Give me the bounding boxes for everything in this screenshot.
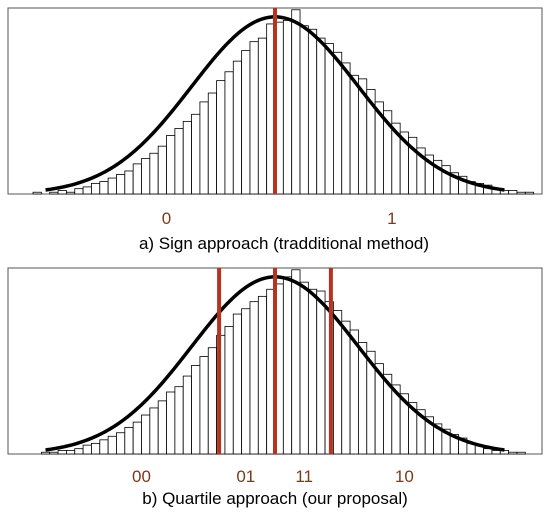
histogram-bar	[157, 400, 167, 455]
histogram-bar	[57, 190, 67, 195]
histogram-bar	[524, 191, 535, 195]
histogram-bar	[74, 188, 84, 195]
region-label: 10	[395, 467, 414, 486]
histogram-bar	[207, 92, 217, 195]
histogram-bar	[132, 163, 142, 195]
histogram-bars	[32, 9, 535, 195]
histogram-bar	[299, 25, 309, 195]
histogram-bar	[141, 414, 151, 455]
histogram-bar	[124, 170, 134, 195]
histogram-bar	[174, 386, 184, 455]
histogram-bar	[182, 375, 192, 455]
histogram-bar	[349, 74, 359, 195]
histogram-bar	[249, 41, 259, 195]
histogram-bar	[82, 186, 92, 195]
region-label: 1	[387, 209, 396, 228]
histogram-bar	[191, 365, 201, 455]
region-label: 0	[162, 209, 171, 228]
caption: b) Quartile approach (our proposal)	[142, 489, 408, 508]
histogram-bar	[207, 347, 217, 455]
histogram-bar	[216, 80, 226, 195]
histogram-bar	[341, 320, 351, 455]
histogram-bar	[333, 51, 343, 195]
histogram-bar	[324, 43, 334, 195]
caption: a) Sign approach (tradditional method)	[139, 234, 429, 253]
histogram-bar	[149, 152, 159, 195]
histogram-bar	[166, 135, 176, 195]
histogram-bar	[40, 451, 51, 455]
histogram-bar	[66, 191, 76, 195]
histogram-bar	[257, 37, 268, 195]
threshold-lines	[217, 268, 333, 454]
histogram-bar	[124, 427, 134, 455]
histogram-bar	[191, 113, 201, 195]
histogram-bar	[516, 191, 526, 195]
histogram-bar	[491, 450, 501, 455]
histogram-bar	[182, 120, 192, 195]
histogram-bar	[232, 313, 243, 455]
histogram-bar	[166, 391, 176, 455]
histogram-bar	[508, 190, 518, 195]
histogram-bar	[299, 281, 309, 455]
histogram-bar	[307, 28, 318, 195]
histogram-bar	[333, 310, 343, 455]
histogram-bar	[291, 269, 301, 455]
histogram-bar	[316, 290, 326, 455]
region-labels: 00 01 11 10	[132, 467, 414, 486]
histogram-bar	[316, 37, 326, 195]
histogram-bar	[32, 191, 42, 195]
histogram-bar	[199, 101, 209, 195]
histogram-bar	[116, 432, 126, 455]
histogram-bar	[107, 435, 117, 455]
histogram-bar	[349, 329, 359, 455]
histogram-bar	[282, 19, 293, 195]
histogram-bar	[132, 421, 142, 455]
histogram-bar	[241, 50, 251, 195]
histogram-bar	[49, 191, 59, 195]
histogram-bar	[107, 177, 117, 195]
region-label: 11	[295, 467, 313, 486]
histogram-bar	[49, 451, 59, 455]
histogram-bar	[358, 341, 368, 455]
histogram-bar	[99, 181, 109, 195]
histogram-bar	[249, 301, 259, 455]
histogram-bar	[157, 145, 167, 195]
histogram-bar	[282, 276, 293, 455]
histogram-bar	[174, 128, 184, 195]
histogram-bar	[74, 448, 84, 455]
region-label: 01	[236, 467, 255, 486]
histogram-bar	[232, 60, 243, 195]
histogram-bar	[307, 288, 318, 455]
histogram-bar	[99, 439, 109, 455]
histogram-bar	[116, 174, 126, 195]
histogram-bar	[66, 450, 76, 455]
histogram-bar	[82, 444, 92, 455]
histogram-bar	[91, 442, 101, 455]
panel-quartile-approach: 00 01 11 10 b) Quartile approach (our propo…	[7, 267, 543, 508]
histogram-bar	[516, 451, 526, 455]
histogram-bar	[508, 451, 518, 455]
region-label: 00	[132, 467, 151, 486]
histogram-bar	[149, 407, 159, 455]
histogram-bar	[257, 295, 268, 455]
histogram-bar	[141, 158, 151, 195]
histogram-bar	[199, 356, 209, 455]
histogram-bar	[241, 308, 251, 455]
histogram-bar	[291, 9, 301, 195]
histogram-bar	[57, 450, 67, 455]
histogram-bar	[224, 326, 234, 455]
histogram-bar	[91, 182, 101, 195]
histogram-bar	[341, 62, 351, 195]
histogram-bar	[224, 71, 234, 195]
